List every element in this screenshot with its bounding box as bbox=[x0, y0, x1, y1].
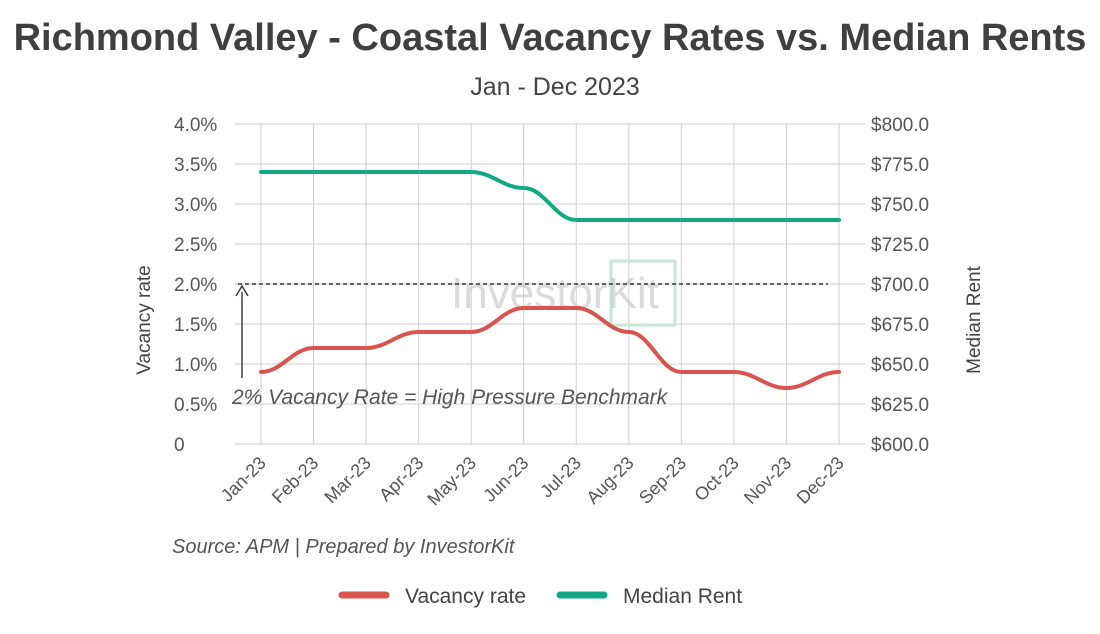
series-line-median-rent bbox=[259, 170, 841, 222]
left-tick-label: 3.5% bbox=[174, 155, 217, 176]
left-tick-label: 3.0% bbox=[174, 195, 217, 216]
right-tick-label: $675.0 bbox=[871, 315, 929, 336]
x-tick-label: Jan-23 bbox=[217, 453, 270, 506]
right-tick-label: $700.0 bbox=[871, 275, 929, 296]
benchmark-label: 2% Vacancy Rate = High Pressure Benchmar… bbox=[231, 386, 669, 409]
right-tick-label: $775.0 bbox=[871, 155, 929, 176]
chart-title: Richmond Valley - Coastal Vacancy Rates … bbox=[14, 17, 1087, 59]
chart-title-part1: Richmond Valley - Coastal Vacancy Rates … bbox=[14, 17, 1087, 59]
legend-label: Vacancy rate bbox=[405, 585, 526, 608]
x-tick-label: Dec-23 bbox=[793, 453, 848, 508]
left-axis-ticks: 0 0.5% 1.0% 1.5% 2.0% 2.5% 3.0% 3.5% 4.0% bbox=[174, 115, 217, 456]
legend-label: Median Rent bbox=[623, 585, 742, 608]
left-axis-title: Vacancy rate bbox=[134, 265, 155, 374]
left-tick-label: 1.0% bbox=[174, 355, 217, 376]
left-tick-label: 0.5% bbox=[174, 395, 217, 416]
right-axis-ticks: $600.0 $625.0 $650.0 $675.0 $700.0 $725.0 $750… bbox=[871, 115, 929, 456]
x-tick-label: Feb-23 bbox=[268, 453, 322, 507]
right-tick-label: $625.0 bbox=[871, 395, 929, 416]
chart-subtitle: Jan - Dec 2023 bbox=[470, 73, 640, 101]
x-tick-label: Mar-23 bbox=[320, 453, 374, 507]
benchmark-arrow-head bbox=[235, 284, 249, 297]
x-tick-label: Sep-23 bbox=[635, 453, 690, 508]
series bbox=[259, 170, 841, 390]
series-line-vacancy-rate bbox=[259, 305, 841, 390]
watermark-text: InvestorKit bbox=[451, 269, 659, 318]
left-tick-label: 0 bbox=[174, 435, 185, 456]
right-tick-label: $750.0 bbox=[871, 195, 929, 216]
left-tick-label: 1.5% bbox=[174, 315, 217, 336]
benchmark bbox=[235, 283, 828, 378]
x-tick-label: Nov-23 bbox=[740, 453, 795, 508]
source-note: Source: APM | Prepared by InvestorKit bbox=[172, 536, 516, 558]
right-axis-title: Median Rent bbox=[964, 265, 985, 373]
x-tick-label: Jun-23 bbox=[479, 453, 532, 506]
legend: Vacancy rate Median Rent bbox=[338, 585, 742, 608]
x-tick-label: Jul-23 bbox=[536, 453, 585, 502]
x-tick-label: Oct-23 bbox=[690, 453, 742, 505]
right-tick-label: $725.0 bbox=[871, 235, 929, 256]
right-tick-label: $800.0 bbox=[871, 115, 929, 136]
x-tick-label: Aug-23 bbox=[582, 453, 637, 508]
left-tick-label: 2.0% bbox=[174, 275, 217, 296]
left-tick-label: 4.0% bbox=[174, 115, 217, 136]
left-tick-label: 2.5% bbox=[174, 235, 217, 256]
x-tick-label: Apr-23 bbox=[375, 453, 427, 505]
x-tick-label: May-23 bbox=[423, 453, 480, 510]
watermark-box bbox=[609, 259, 677, 327]
right-tick-label: $650.0 bbox=[871, 355, 929, 376]
watermark: InvestorKit bbox=[451, 259, 677, 327]
right-tick-label: $600.0 bbox=[871, 435, 929, 456]
